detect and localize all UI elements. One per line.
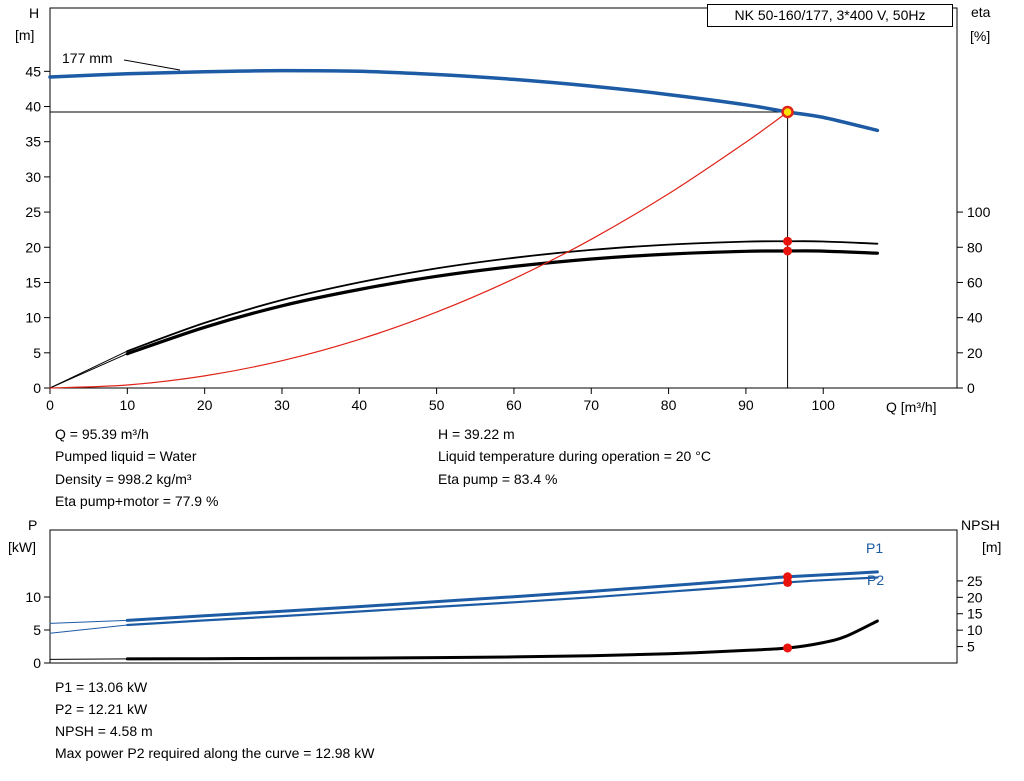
duty-value-dot-marker bbox=[783, 643, 793, 653]
y-left-tick-label: 0 bbox=[33, 380, 41, 396]
y-left-tick-label: 15 bbox=[25, 274, 41, 290]
x-tick-label: 50 bbox=[429, 397, 445, 413]
info-eta-pump: Eta pump = 83.4 % bbox=[438, 471, 558, 487]
series-eta-pump-motor bbox=[125, 249, 879, 356]
series-npsh-lead bbox=[49, 658, 128, 660]
series-system-curve bbox=[49, 111, 789, 389]
series-eta-pump-motor-lead bbox=[49, 353, 128, 389]
series-p2 bbox=[126, 576, 879, 627]
duty-value-dot-marker bbox=[783, 577, 793, 587]
p-axis-label: P bbox=[28, 517, 38, 533]
y-left-tick-label: 20 bbox=[25, 239, 41, 255]
info-p1: P1 = 13.06 kW bbox=[55, 679, 148, 695]
npsh-axis-label: NPSH bbox=[961, 517, 1000, 533]
eta-axis-unit-label: [%] bbox=[970, 28, 991, 44]
y-right-tick-label: 40 bbox=[967, 310, 983, 326]
x-tick-label: 20 bbox=[197, 397, 213, 413]
series-eta-pump bbox=[126, 240, 879, 352]
info-eta-pump-motor: Eta pump+motor = 77.9 % bbox=[55, 493, 219, 509]
x-tick-label: 90 bbox=[738, 397, 754, 413]
y-right-tick-label: 60 bbox=[967, 274, 983, 290]
p-axis-unit-label: [kW] bbox=[8, 539, 36, 555]
y-left-tick-label: 30 bbox=[25, 169, 41, 185]
x-tick-label: 10 bbox=[120, 397, 136, 413]
y-right-tick-label: 20 bbox=[967, 589, 983, 605]
h-axis-unit-label: [m] bbox=[15, 27, 35, 43]
info-pumped-liquid: Pumped liquid = Water bbox=[55, 448, 197, 464]
y-left-tick-label: 5 bbox=[33, 622, 41, 638]
impeller-leader-line bbox=[123, 59, 181, 71]
series-npsh bbox=[125, 619, 879, 661]
y-right-tick-label: 15 bbox=[967, 606, 983, 622]
y-left-tick-label: 0 bbox=[33, 655, 41, 671]
duty-value-dot-marker bbox=[783, 236, 793, 246]
x-tick-label: 40 bbox=[352, 397, 368, 413]
h-axis-label: H bbox=[29, 5, 40, 21]
p2-curve-label: P2 bbox=[867, 572, 885, 588]
x-tick-label: 0 bbox=[46, 397, 54, 413]
eta-axis-label: eta bbox=[971, 4, 991, 20]
info-p2: P2 = 12.21 kW bbox=[55, 701, 148, 717]
info-npsh: NPSH = 4.58 m bbox=[55, 723, 153, 739]
info-density: Density = 998.2 kg/m³ bbox=[55, 471, 192, 487]
operating-point-marker bbox=[781, 105, 794, 119]
x-tick-label: 100 bbox=[812, 397, 836, 413]
y-left-tick-label: 35 bbox=[25, 134, 41, 150]
p1-curve-label: P1 bbox=[866, 540, 884, 556]
y-left-tick-label: 5 bbox=[33, 345, 41, 361]
q-axis-label: Q [m³/h] bbox=[886, 399, 937, 415]
x-tick-label: 70 bbox=[583, 397, 599, 413]
impeller-diameter-label: 177 mm bbox=[62, 50, 113, 66]
y-right-tick-label: 25 bbox=[967, 573, 983, 589]
info-flow: Q = 95.39 m³/h bbox=[55, 426, 149, 442]
y-left-tick-label: 10 bbox=[25, 310, 41, 326]
series-head bbox=[48, 68, 880, 133]
duty-value-dot-marker bbox=[783, 246, 793, 256]
y-left-tick-label: 40 bbox=[25, 99, 41, 115]
y-right-tick-label: 80 bbox=[967, 239, 983, 255]
series-p2-lead bbox=[49, 624, 128, 634]
y-right-tick-label: 20 bbox=[967, 345, 983, 361]
y-right-tick-label: 5 bbox=[967, 639, 975, 655]
info-liquid-temperature: Liquid temperature during operation = 20… bbox=[438, 448, 711, 464]
info-max-power-p2: Max power P2 required along the curve = … bbox=[55, 745, 375, 761]
info-head: H = 39.22 m bbox=[438, 426, 515, 442]
series-p1 bbox=[125, 570, 879, 622]
y-left-tick-label: 45 bbox=[25, 63, 41, 79]
npsh-axis-unit-label: [m] bbox=[982, 539, 1002, 555]
pump-model-title: NK 50-160/177, 3*400 V, 50Hz bbox=[707, 4, 953, 27]
y-right-tick-label: 10 bbox=[967, 622, 983, 638]
x-tick-label: 30 bbox=[274, 397, 290, 413]
x-tick-label: 60 bbox=[506, 397, 522, 413]
y-left-tick-label: 25 bbox=[25, 204, 41, 220]
y-right-tick-label: 100 bbox=[967, 204, 991, 220]
y-left-tick-label: 10 bbox=[25, 589, 41, 605]
hq-eta-chart: 0 5 10 15 20 25 30 35 40 45 0 20 40 60 80 100 0 10 20 30 40 5… bbox=[25, 7, 991, 413]
series-p1-lead bbox=[49, 619, 128, 624]
y-right-tick-label: 0 bbox=[967, 380, 975, 396]
plot-border bbox=[49, 7, 958, 389]
x-tick-label: 80 bbox=[661, 397, 677, 413]
